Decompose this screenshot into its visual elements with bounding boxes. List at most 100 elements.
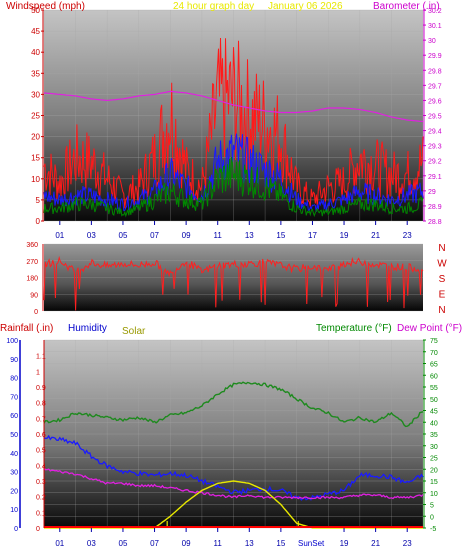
humidity-axis: 0 10 20 30 40 50 60 70 80 90 100 (6, 338, 21, 533)
rain-tick-label: 0.9 (36, 385, 46, 392)
barometer-tick-label: 29.5 (428, 114, 442, 121)
wind-tick-label: 40 (31, 48, 40, 57)
rain-tick-label: 0.6 (36, 432, 46, 439)
barometer-tick-label: 29.9 (428, 53, 442, 60)
wind-tick-label: 15 (31, 154, 40, 163)
direction-tick-label: 0 (34, 309, 38, 316)
temperature-x-tick-label: 23 (403, 539, 412, 548)
wind-x-tick-label: 01 (55, 231, 64, 240)
barometer-tick-label: 28.9 (428, 204, 442, 211)
barometer-tick-label: 30.1 (428, 23, 442, 30)
temperature-x-tick-label: 03 (87, 539, 96, 548)
graph-period-title: 24 hour graph day (173, 1, 254, 12)
temperature-tick-label: 55 (430, 385, 438, 392)
compass-label: N (438, 243, 445, 254)
wind-tick-label: 35 (31, 69, 40, 78)
rain-tick-label: 0.7 (36, 416, 46, 423)
wind-tick-label: 45 (31, 27, 40, 36)
wind-series (43, 37, 424, 218)
rain-tick-label: 0.4 (36, 463, 46, 470)
temperature-tick-label: 20 (430, 467, 438, 474)
wind-average-line (43, 133, 424, 212)
temperature-tick-label: 10 (430, 491, 438, 498)
compass-label: E (439, 290, 446, 301)
humidity-line (43, 434, 424, 501)
temperature-tick-label: 60 (430, 373, 438, 380)
temperature-tick-label: 40 (430, 420, 438, 427)
wind-x-tick-label: 07 (150, 231, 159, 240)
barometer-tick-label: 29 (428, 189, 436, 196)
rain-tick-label: 0.5 (36, 448, 46, 455)
temperature-tick-label: 5 (430, 503, 434, 510)
rain-tick-label: 0.1 (36, 510, 46, 517)
temperature-x-tick-label: 19 (340, 539, 349, 548)
humidity-title: Humidity (68, 323, 107, 334)
wind-tick-label: 0 (36, 217, 41, 226)
humidity-tick-label: 10 (10, 507, 18, 514)
wind-x-tick-label: 11 (214, 231, 223, 240)
wind-x-tick-label: 13 (245, 231, 254, 240)
temperature-tick-label: 35 (430, 432, 438, 439)
wind-tick-label: 30 (31, 90, 40, 99)
wind-x-tick-label: 05 (119, 231, 128, 240)
dewpoint-line (43, 467, 424, 500)
wind-x-tick-label: 15 (276, 231, 285, 240)
barometer-tick-label: 29.7 (428, 83, 442, 90)
temperature-line (43, 381, 424, 428)
direction-series (43, 255, 424, 311)
wind-x-tick-label: 23 (403, 231, 412, 240)
rainfall-title: Rainfall (.in) (0, 323, 53, 334)
rain-tick-label: 1.1 (36, 354, 46, 361)
rain-axis: 0 0.1 0.2 0.3 0.4 0.5 0.6 0.7 0.8 0.9 1 1.1 (36, 340, 46, 533)
temperature-grid (43, 339, 424, 529)
compass-label: N (438, 305, 445, 316)
wind-x-tick-label: 19 (340, 231, 349, 240)
wind-x-tick-label: 17 (308, 231, 317, 240)
barometer-tick-label: 29.3 (428, 144, 442, 151)
temperature-tick-label: 0 (430, 514, 434, 521)
temperature-x-tick-label: 09 (182, 539, 191, 548)
temperature-x-tick-label: 07 (150, 539, 159, 548)
graph-date: January 06 2026 (268, 1, 343, 12)
wind-gust-line (43, 37, 424, 209)
wind-x-tick-label: 03 (87, 231, 96, 240)
temperature-x-tick-label: 13 (245, 539, 254, 548)
temperature-tick-label: -5 (430, 526, 436, 533)
barometer-tick-label: 30 (428, 38, 436, 45)
temperature-x-tick-label: 15 (276, 539, 285, 548)
wind-tick-label: 25 (31, 112, 40, 121)
temperature-tick-label: 45 (430, 409, 438, 416)
wind-x-tick-label: 09 (182, 231, 191, 240)
humidity-tick-label: 30 (10, 470, 18, 477)
humidity-tick-label: 100 (6, 338, 18, 345)
humidity-tick-label: 80 (10, 376, 18, 383)
direction-tick-label: 360 (26, 242, 38, 249)
rain-tick-label: 0 (36, 526, 40, 533)
sunset-label: SunSet (298, 539, 325, 548)
temperature-tick-label: 70 (430, 350, 438, 357)
temperature-x-tick-label: 11 (214, 539, 223, 548)
barometer-tick-label: 29.4 (428, 129, 442, 136)
wind-x-axis: 01 03 05 07 09 11 13 15 17 19 21 23 (55, 221, 412, 240)
temperature-tick-label: 30 (430, 444, 438, 451)
direction-tick-label: 270 (26, 259, 38, 266)
wind-tick-label: 5 (36, 196, 41, 205)
wind-x-tick-label: 21 (371, 231, 380, 240)
temperature-axis: -5 0 5 10 15 20 25 30 35 40 45 50 55 60 65 70 75 (423, 338, 438, 533)
wind-tick-label: 50 (31, 6, 40, 15)
humidity-tick-label: 40 (10, 451, 18, 458)
barometer-tick-label: 29.8 (428, 68, 442, 75)
rain-tick-label: 0.8 (36, 401, 46, 408)
barometer-tick-label: 29.1 (428, 174, 442, 181)
temperature-tick-label: 25 (430, 456, 438, 463)
humidity-tick-label: 60 (10, 413, 18, 420)
rain-tick-label: 0.2 (36, 495, 46, 502)
barometer-tick-label: 29.6 (428, 98, 442, 105)
temperature-title: Temperature (°F) (316, 323, 392, 334)
dewpoint-title: Dew Point (°F) (397, 323, 462, 334)
compass-label: S (439, 274, 446, 285)
temperature-tick-label: 15 (430, 479, 438, 486)
barometer-axis: 28.8 28.9 29 29.1 29.2 29.3 29.4 29.5 29.6 29.7 29… (423, 8, 442, 226)
humidity-tick-label: 70 (10, 394, 18, 401)
